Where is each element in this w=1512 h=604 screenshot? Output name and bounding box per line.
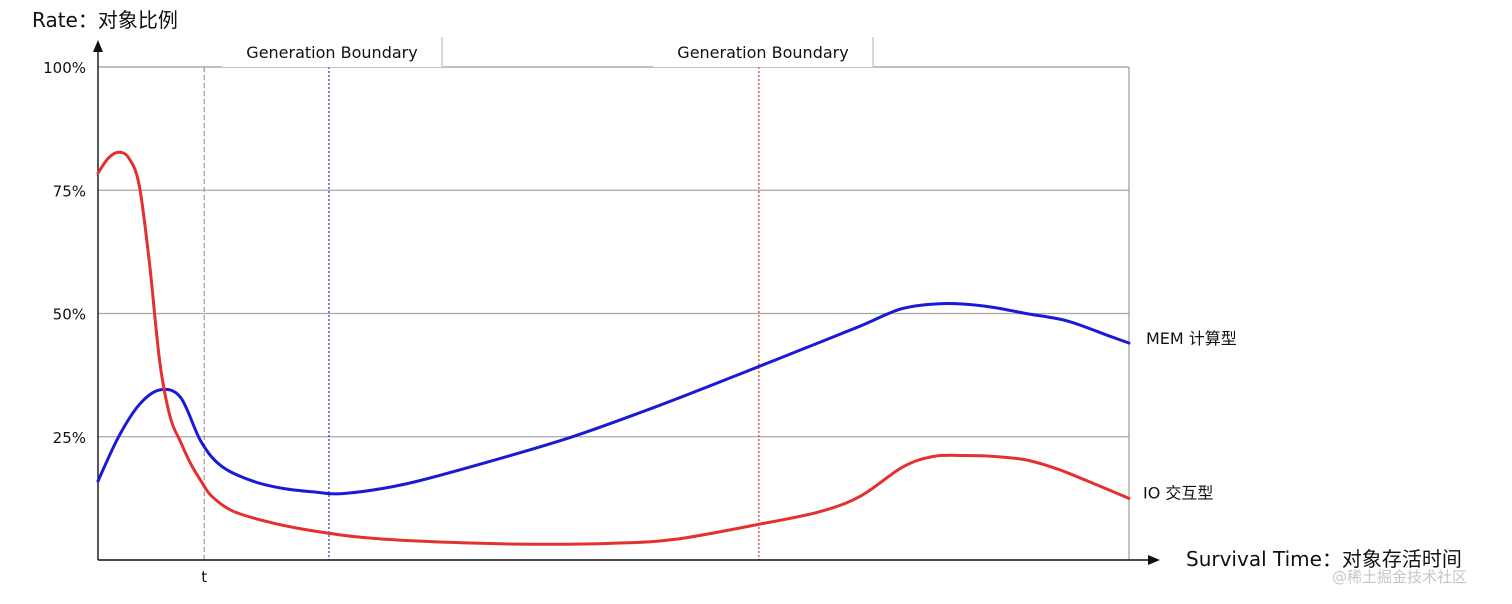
series-labels: MEM 计算型 IO 交互型 bbox=[1143, 329, 1237, 502]
boundary-label-1: Generation Boundary bbox=[246, 43, 417, 62]
grid-lines bbox=[98, 189, 1129, 438]
boundary-label-2: Generation Boundary bbox=[677, 43, 848, 62]
series-line-0 bbox=[96, 302, 1131, 496]
x-tick-label-0: t bbox=[201, 568, 207, 586]
y-axis-title: Rate：对象比例 bbox=[32, 8, 178, 32]
x-axis-title: Survival Time：对象存活时间 bbox=[1186, 547, 1462, 571]
generation-boundary-markers bbox=[203, 67, 760, 560]
boundary-label-box-1 bbox=[222, 37, 442, 67]
boundary-label-box-2 bbox=[653, 37, 873, 67]
x-axis-arrow bbox=[1148, 555, 1160, 565]
series-line-1 bbox=[96, 150, 1131, 546]
axes bbox=[93, 40, 1160, 565]
boundary-labels: Generation Boundary Generation Boundary bbox=[222, 37, 874, 67]
y-axis-arrow bbox=[93, 40, 103, 52]
x-tick-labels: t bbox=[201, 568, 207, 586]
y-tick-labels: 25% 50% 75% 100% bbox=[43, 59, 86, 447]
y-tick-label-50: 50% bbox=[53, 306, 86, 324]
y-tick-label-75: 75% bbox=[53, 182, 86, 200]
series-lines bbox=[96, 150, 1131, 546]
watermark: @稀土掘金技术社区 bbox=[1332, 568, 1467, 586]
series-label-0: MEM 计算型 bbox=[1146, 329, 1237, 348]
series-label-1: IO 交互型 bbox=[1143, 483, 1213, 502]
y-tick-label-100: 100% bbox=[43, 59, 86, 77]
y-tick-label-25: 25% bbox=[53, 429, 86, 447]
